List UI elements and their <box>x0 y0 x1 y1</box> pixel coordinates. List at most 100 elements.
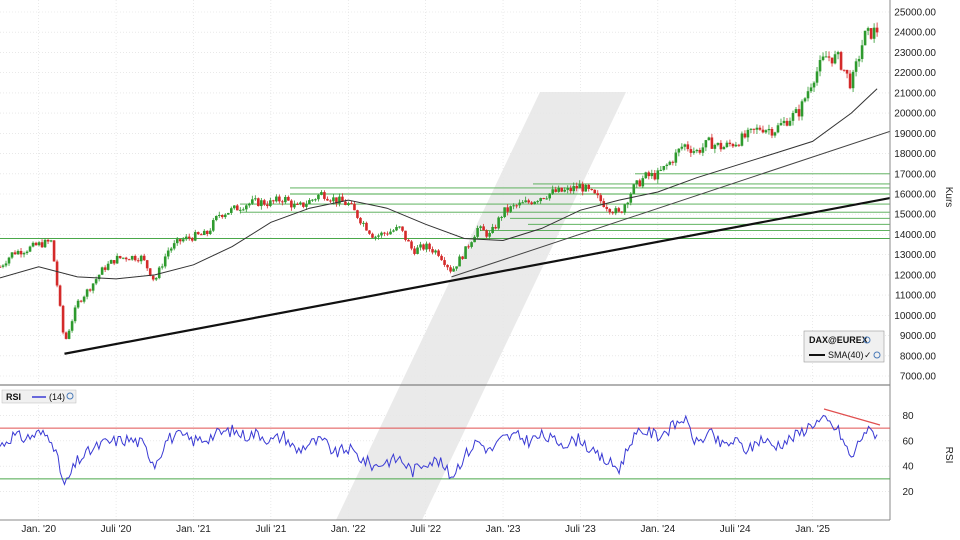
candle-down <box>461 256 464 259</box>
candle-up <box>320 192 323 195</box>
candle-up <box>866 28 870 31</box>
candle-up <box>566 188 570 190</box>
candle-up <box>497 217 500 229</box>
support-lines <box>0 173 890 239</box>
rsi-tick-label: 40 <box>902 462 914 473</box>
candle-up <box>794 109 798 113</box>
candle-up <box>674 152 678 163</box>
settings-icon[interactable] <box>66 392 74 400</box>
candle-up <box>704 140 708 148</box>
legend-sma-label: SMA(40) <box>828 350 864 360</box>
candle-down <box>617 208 621 212</box>
rsi-divergence-line <box>823 408 881 426</box>
candle-up <box>524 200 527 203</box>
candle-down <box>431 249 434 253</box>
candle-down <box>728 142 732 145</box>
candle-up <box>491 226 494 233</box>
candle-up <box>863 30 867 46</box>
candle-up <box>154 278 158 280</box>
candle-up <box>347 203 350 206</box>
candle-up <box>662 166 666 170</box>
candle-up <box>395 227 398 231</box>
candle-down <box>593 189 597 194</box>
candle-up <box>476 228 479 237</box>
candle-down <box>151 275 155 280</box>
price-axis-ticks: 7000.00 8000.00 9000.00 10000.00 11000.00 120… <box>894 8 936 383</box>
candle-down <box>124 257 128 260</box>
candle-up <box>701 147 705 153</box>
settings-icon[interactable] <box>873 351 881 359</box>
candle-up <box>692 151 696 153</box>
time-tick-label: Jan. '23 <box>486 524 521 535</box>
candle-up <box>815 71 819 83</box>
price-axis-title: Kurs <box>943 187 954 208</box>
candle-down <box>359 217 362 224</box>
price-tick-label: 7000.00 <box>900 372 937 383</box>
price-tick-label: 15000.00 <box>894 210 936 221</box>
candle-down <box>698 149 702 153</box>
rsi-tick-label: 20 <box>902 487 914 498</box>
checkmark-icon[interactable]: ✓ <box>864 350 872 360</box>
candle-down <box>61 305 65 333</box>
candle-down <box>13 252 17 255</box>
candle-up <box>211 220 215 231</box>
candle-up <box>740 133 744 146</box>
candle-down <box>187 236 191 239</box>
candle-down <box>569 188 573 192</box>
rsi-tick-label: 60 <box>902 436 914 447</box>
candle-up <box>214 215 218 221</box>
candle-down <box>329 200 332 202</box>
candle-down <box>323 192 326 199</box>
settings-icon[interactable] <box>863 336 871 344</box>
time-tick-label: Jan. '22 <box>331 524 366 535</box>
candle-down <box>353 203 356 211</box>
candle-up <box>683 144 687 147</box>
candle-up <box>338 196 341 204</box>
candle-down <box>515 205 518 207</box>
candle-up <box>374 236 377 238</box>
candle-down <box>797 109 801 117</box>
candle-up <box>656 170 660 180</box>
price-tick-label: 12000.00 <box>894 270 936 281</box>
legend-symbol: DAX@EUREX <box>809 335 868 345</box>
candle-up <box>812 82 816 88</box>
candle-up <box>217 214 221 216</box>
candle-up <box>644 172 648 179</box>
candle-up <box>734 144 738 147</box>
candle-up <box>28 246 32 252</box>
candle-down <box>326 198 329 201</box>
candle-up <box>70 321 74 331</box>
candle-down <box>638 180 642 187</box>
candle-up <box>563 189 567 192</box>
candle-up <box>94 279 98 284</box>
candle-up <box>824 56 828 58</box>
candle-up <box>635 180 639 185</box>
candle-up <box>239 209 242 211</box>
candle-up <box>184 236 188 240</box>
rsi-legend-name: RSI <box>6 392 21 402</box>
candle-up <box>551 189 554 194</box>
candle-up <box>668 161 672 165</box>
candle-up <box>764 130 768 133</box>
candle-down <box>401 226 404 231</box>
candle-up <box>311 199 314 201</box>
rsi-legend: RSI (14) <box>1 389 77 404</box>
candle-up <box>773 132 777 136</box>
candle-down <box>560 187 564 192</box>
candle-up <box>419 244 422 248</box>
price-tick-label: 18000.00 <box>894 149 936 160</box>
candle-up <box>800 101 804 117</box>
candle-up <box>16 250 20 255</box>
candlestick-series <box>0 22 879 340</box>
candle-down <box>368 230 371 234</box>
candle-down <box>118 255 122 259</box>
candle-down <box>40 242 44 248</box>
candle-up <box>380 232 383 236</box>
candle-up <box>809 87 813 92</box>
time-tick-label: Juli '24 <box>720 524 751 535</box>
candle-down <box>530 202 533 205</box>
candle-down <box>356 210 359 218</box>
trend-line-main <box>64 196 891 355</box>
candle-down <box>608 208 612 213</box>
